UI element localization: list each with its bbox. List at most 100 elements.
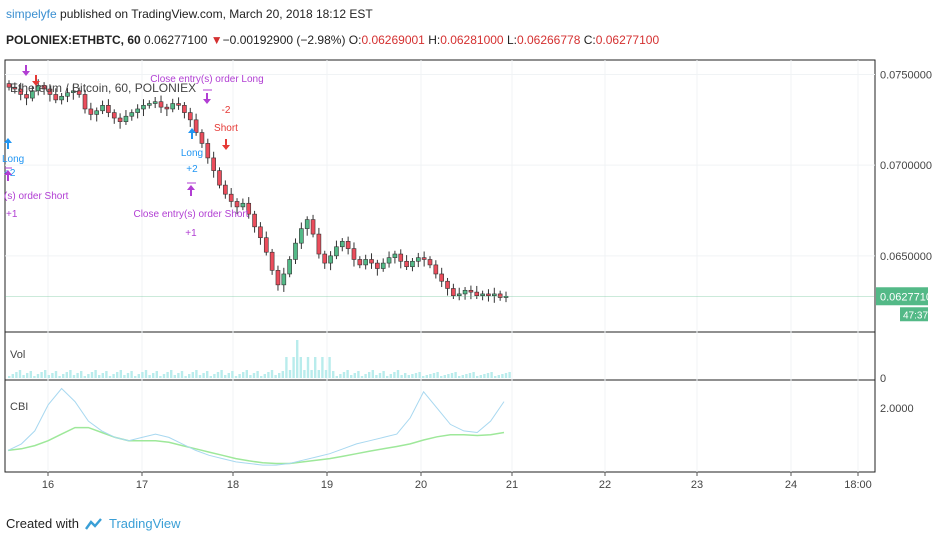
candle-body [445, 280, 450, 289]
volume-bar [454, 372, 457, 378]
time-tick-label: 24 [785, 479, 797, 491]
candle-body [147, 103, 152, 106]
candle-body [304, 219, 310, 229]
candle-body [492, 293, 497, 297]
candle-body [252, 213, 257, 228]
signal-label: Close entry(s) order Short [133, 209, 248, 220]
candle-body [205, 143, 211, 159]
volume-bar [155, 371, 158, 378]
candle-body [123, 115, 129, 122]
volume-bar [260, 376, 263, 378]
signal-up-arrow-icon [188, 128, 196, 139]
volume-bar [386, 376, 389, 378]
last-price-tag-bg [876, 287, 928, 306]
volume-bar [483, 374, 486, 378]
volume-bar [29, 371, 32, 378]
volume-bar [180, 371, 184, 378]
candle-body [375, 262, 380, 269]
volume-bar [396, 370, 400, 378]
time-tick-label: 21 [506, 479, 518, 491]
volume-bar [317, 370, 320, 378]
volume-bar [245, 370, 248, 378]
candle-body [152, 101, 158, 104]
candle-body [439, 273, 444, 282]
volume-bar [134, 376, 137, 378]
volume-bar [22, 375, 25, 378]
volume-bar [328, 357, 331, 378]
volume-bar [375, 375, 378, 378]
candle-body [53, 94, 59, 101]
cbi-pane-frame [4, 379, 876, 473]
candle-body [293, 242, 298, 260]
volume-bar [238, 374, 241, 378]
candle-body [170, 103, 176, 110]
signal-down-arrow-icon [203, 93, 211, 104]
volume-bar [306, 357, 310, 378]
volume-bar [119, 370, 122, 378]
volume-bar [116, 372, 119, 378]
volume-bar [270, 370, 274, 378]
publisher-link[interactable]: simpelyfe [6, 7, 57, 21]
volume-bar [335, 376, 338, 378]
candle-body [328, 255, 333, 264]
volume-bar [170, 370, 173, 378]
volume-bar [378, 373, 382, 378]
volume-bar [126, 373, 130, 378]
volume-bar [65, 372, 68, 378]
chart-area[interactable]: Long +2 (s) order Short +1 Close entry(s) or… [0, 52, 932, 500]
candle-body [451, 288, 456, 297]
volume-bar [418, 372, 421, 378]
tradingview-brand-link[interactable]: TradingView [108, 516, 181, 531]
volume-bar [202, 373, 205, 378]
cbi-fast-line [7, 387, 505, 466]
volume-bar [69, 370, 72, 378]
candle-body [299, 228, 304, 244]
volume-bar [425, 375, 428, 378]
volume-bar [249, 375, 252, 378]
volume-bars [8, 340, 511, 378]
volume-bar [310, 370, 313, 378]
volume-bar [501, 374, 504, 378]
volume-bar [83, 376, 86, 378]
volume-bar [278, 373, 281, 378]
volume-bar [494, 376, 497, 378]
candle-body [100, 105, 105, 112]
candle-body [18, 88, 23, 95]
high-value: 0.06281000 [440, 33, 504, 47]
candle-body [474, 291, 480, 297]
volume-bar [54, 371, 58, 378]
candle-body [351, 248, 357, 260]
volume-bar [141, 372, 144, 378]
symbol[interactable]: POLONIEX:ETHBTC, 60 [6, 33, 141, 47]
volume-bar [177, 373, 180, 378]
volume-bar [130, 371, 133, 378]
candle-body [427, 259, 433, 266]
candle-body [141, 105, 146, 110]
volume-bar [281, 371, 284, 378]
candle-body [404, 260, 409, 268]
signal-label: -2 [222, 105, 231, 116]
candle-body [223, 184, 228, 195]
volume-bar [252, 373, 256, 378]
volume-bar [40, 372, 43, 378]
volume-bar [18, 370, 22, 378]
volume-bar [162, 374, 166, 378]
volume-bar [274, 375, 277, 378]
time-axis[interactable]: 16 17 18 19 20 21 22 23 24 18:00 [42, 472, 872, 491]
last-price: 0.06277100 [144, 33, 208, 47]
candle-body [281, 273, 287, 286]
volume-bar [267, 372, 270, 378]
volume-bar [364, 374, 367, 378]
volume-bar [256, 371, 259, 378]
candle-body [357, 259, 363, 266]
volume-bar [90, 372, 94, 378]
low-label: L: [506, 33, 517, 47]
last-price-tag-text: 0.06277100 [880, 291, 932, 303]
volume-bar [80, 371, 83, 378]
footer: Created with TradingView [6, 516, 181, 531]
cbi-label: CBI [10, 401, 28, 413]
candle-body [111, 112, 117, 119]
volume-bar [504, 373, 508, 378]
